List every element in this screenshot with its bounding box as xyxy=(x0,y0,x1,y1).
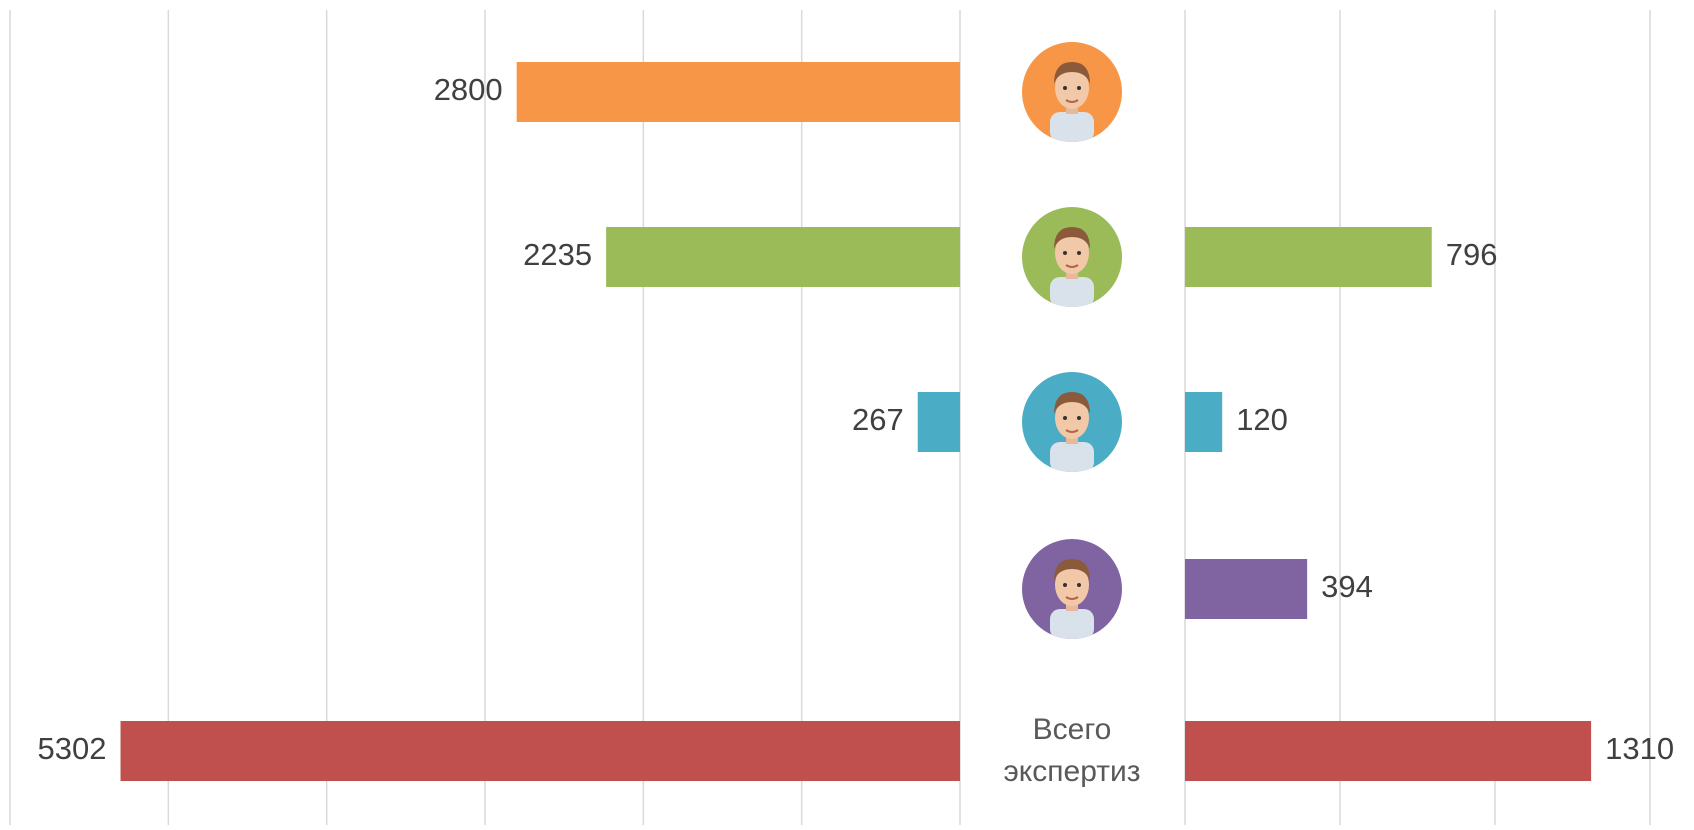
bar xyxy=(918,392,960,452)
avatar-icon xyxy=(1022,372,1122,472)
bar xyxy=(1185,721,1591,781)
value-label: 120 xyxy=(1236,402,1288,437)
chart: 2800 2235 267 5302 796 120 394 1310 xyxy=(0,0,1694,830)
value-label: 5302 xyxy=(38,731,107,766)
value-label: 267 xyxy=(852,402,904,437)
bar xyxy=(517,62,960,122)
bar xyxy=(1185,227,1432,287)
value-label: 1310 xyxy=(1605,731,1674,766)
bar xyxy=(1185,559,1307,619)
avatar-icon xyxy=(1022,539,1122,639)
value-label: 394 xyxy=(1321,569,1373,604)
value-label: 2235 xyxy=(523,237,592,272)
bar xyxy=(1185,392,1222,452)
value-label: 2800 xyxy=(434,72,503,107)
category-label: Всего экспертиз xyxy=(982,709,1162,793)
value-label: 796 xyxy=(1446,237,1498,272)
chart-wrap: 2800 2235 267 5302 796 120 394 1310 Всего экспе… xyxy=(0,0,1694,830)
bar xyxy=(121,721,960,781)
avatar-icon xyxy=(1022,207,1122,307)
bar xyxy=(606,227,960,287)
avatar-icon xyxy=(1022,42,1122,142)
